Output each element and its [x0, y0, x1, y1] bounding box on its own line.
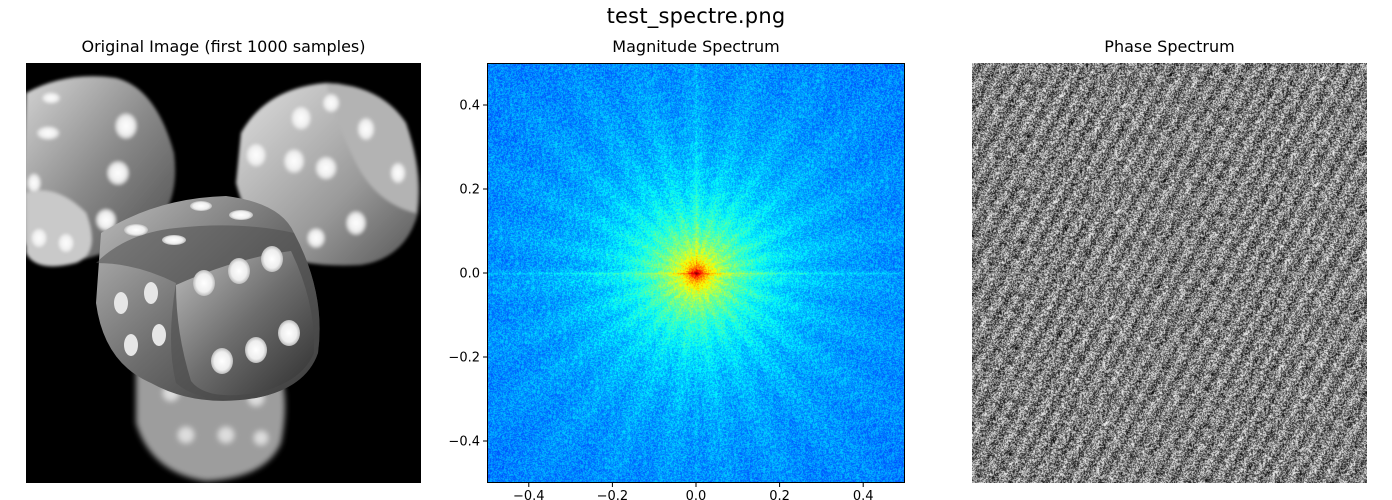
x-tick-label: 0.2: [769, 489, 790, 500]
magnitude-spectrum-plot: [487, 63, 905, 483]
y-tick-label: −0.4: [448, 435, 480, 450]
phase-spectrum-plot: [972, 63, 1367, 483]
y-tick-label: 0.4: [459, 99, 480, 114]
x-tick-label: −0.4: [513, 489, 545, 500]
y-tick-label: −0.2: [448, 351, 480, 366]
y-tick-label: 0.0: [459, 267, 480, 282]
die-front: [96, 196, 320, 401]
figure-title: test_spectre.png: [606, 4, 786, 28]
phase-heatmap: [972, 63, 1367, 483]
magnitude-spectrum-title: Magnitude Spectrum: [612, 37, 780, 56]
dice-image: [26, 76, 420, 481]
x-tick-label: 0.4: [853, 489, 874, 500]
original-image-title: Original Image (first 1000 samples): [81, 37, 366, 56]
x-tick-label: −0.2: [597, 489, 629, 500]
phase-spectrum-title: Phase Spectrum: [1104, 37, 1235, 56]
x-tick-label: 0.0: [686, 489, 707, 500]
original-image: [26, 63, 421, 483]
y-tick-label: 0.2: [459, 183, 480, 198]
magnitude-heatmap: [487, 63, 905, 483]
